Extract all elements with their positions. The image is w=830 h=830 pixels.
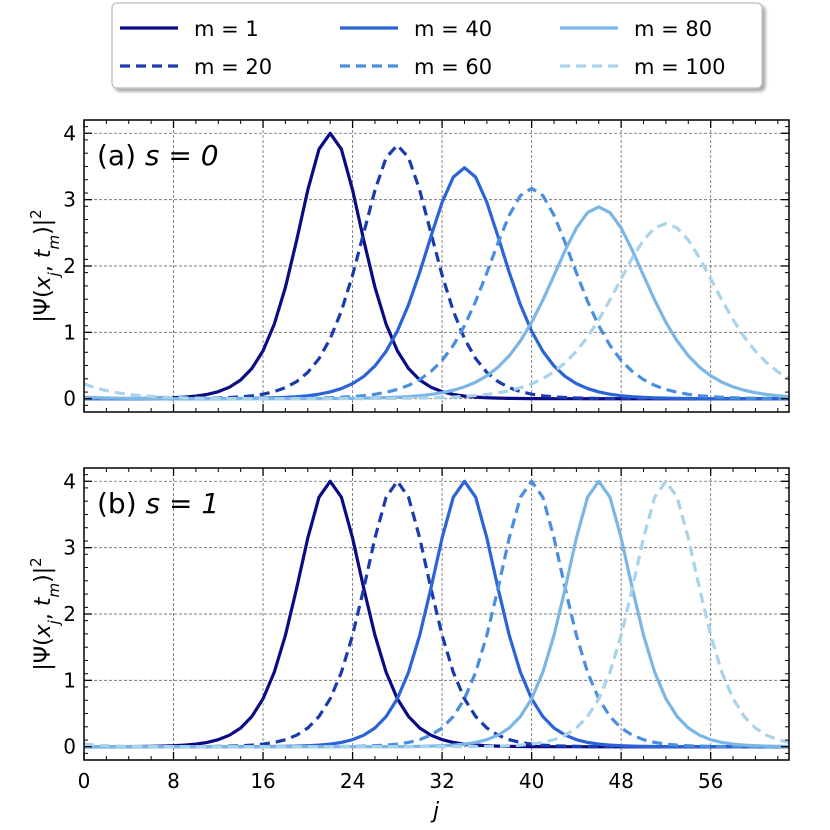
legend-entry: m = 20 xyxy=(120,55,272,79)
legend-entry: m = 100 xyxy=(560,55,726,79)
legend: m = 1 m = 40 m = 80 m = 20 m = 60 m = 100 xyxy=(111,2,763,89)
y-tick-label: 0 xyxy=(63,735,76,759)
panel-b-ylabel: |Ψ(xj, tm)|2 xyxy=(27,557,63,670)
x-tick-label: 32 xyxy=(429,769,454,793)
legend-label: m = 1 xyxy=(194,17,259,41)
legend-entry: m = 80 xyxy=(560,17,712,41)
panel-b-frame xyxy=(83,467,790,761)
y-tick-label: 4 xyxy=(63,121,76,145)
x-tick-label: 24 xyxy=(340,769,365,793)
panel-a-label: (a) s = 0 xyxy=(97,139,219,172)
y-tick-label: 4 xyxy=(63,469,76,493)
panel-a-frame xyxy=(83,119,790,413)
legend-entry: m = 60 xyxy=(340,55,492,79)
series-line-m-100 xyxy=(84,479,789,749)
y-tick-label: 0 xyxy=(63,387,76,411)
legend-entry: m = 40 xyxy=(340,17,492,41)
panel-a: 0 1 2 3 4 (a) s = 0 |Ψ(xj, tm)|2 xyxy=(27,119,790,413)
legend-label: m = 40 xyxy=(414,17,492,41)
series-line-m-100 xyxy=(84,221,789,401)
panel-a-ylabel: |Ψ(xj, tm)|2 xyxy=(27,209,63,322)
legend-label: m = 100 xyxy=(634,55,726,79)
x-tick-label: 48 xyxy=(608,769,633,793)
x-tick-label: 0 xyxy=(78,769,91,793)
panel-b-series xyxy=(84,479,789,749)
y-tick-label: 1 xyxy=(63,320,76,344)
legend-label: m = 80 xyxy=(634,17,712,41)
x-tick-label: 40 xyxy=(519,769,544,793)
y-tick-label: 1 xyxy=(63,668,76,692)
x-tick-label: 56 xyxy=(698,769,723,793)
panel-b-ticks: 0 8 16 24 32 40 48 56 0 1 2 3 4 xyxy=(63,468,789,793)
legend-entry: m = 1 xyxy=(120,17,259,41)
legend-label: m = 60 xyxy=(414,55,492,79)
x-tick-label: 8 xyxy=(167,769,180,793)
panel-b: 0 8 16 24 32 40 48 56 0 1 2 3 4 (b) s = 1 |Ψ(xj, tm)… xyxy=(27,467,790,824)
y-tick-label: 3 xyxy=(63,536,76,560)
panel-b-label: (b) s = 1 xyxy=(97,487,219,520)
y-tick-label: 3 xyxy=(63,188,76,212)
y-tick-label: 2 xyxy=(63,254,76,278)
panel-a-series xyxy=(84,131,789,401)
x-tick-label: 16 xyxy=(250,769,275,793)
legend-label: m = 20 xyxy=(194,55,272,79)
x-axis-label: j xyxy=(430,799,440,824)
y-tick-label: 2 xyxy=(63,602,76,626)
